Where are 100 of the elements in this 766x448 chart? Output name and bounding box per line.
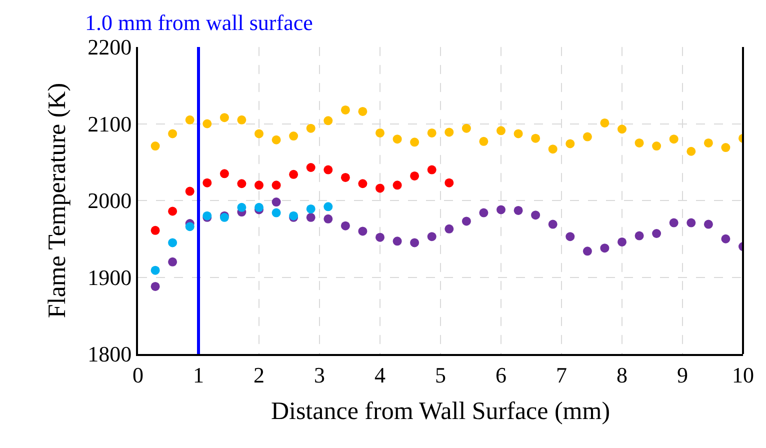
- point: [185, 115, 194, 124]
- point: [618, 237, 626, 246]
- point: [721, 143, 730, 152]
- point: [306, 124, 316, 133]
- point: [392, 180, 402, 190]
- point: [254, 180, 264, 190]
- point: [376, 128, 384, 138]
- point: [531, 210, 540, 220]
- x-tick-label: 4: [374, 362, 386, 388]
- point: [618, 124, 626, 134]
- x-tick-label: 9: [677, 362, 688, 388]
- point: [150, 142, 160, 151]
- point: [444, 224, 454, 234]
- point: [600, 118, 610, 128]
- point: [479, 208, 488, 218]
- point: [410, 238, 420, 248]
- x-axis-title: Distance from Wall Surface (mm): [270, 398, 610, 425]
- point: [168, 129, 178, 138]
- point: [324, 165, 333, 174]
- point: [185, 186, 194, 196]
- point: [150, 266, 160, 275]
- point: [496, 205, 506, 214]
- x-tick-label: 10: [732, 362, 754, 388]
- point: [254, 202, 264, 212]
- x-tick-label: 3: [314, 362, 325, 388]
- point: [202, 119, 212, 128]
- point: [686, 146, 696, 156]
- point: [340, 221, 350, 230]
- point: [600, 244, 610, 253]
- point: [306, 163, 316, 172]
- point: [306, 204, 316, 214]
- x-tick-label: 5: [435, 362, 446, 388]
- y-tick-label: 1900: [88, 264, 132, 290]
- point: [462, 216, 471, 226]
- point: [168, 238, 178, 248]
- point: [566, 232, 575, 242]
- y-tick-label: 2200: [88, 34, 132, 60]
- y-axis-title: Flame Temperature (K): [44, 82, 71, 318]
- point: [237, 115, 246, 124]
- point: [686, 218, 696, 228]
- y-tick-label: 1800: [88, 342, 132, 367]
- point: [444, 128, 454, 137]
- point: [358, 179, 368, 188]
- point: [427, 232, 436, 242]
- point: [652, 142, 662, 151]
- point: [496, 126, 506, 136]
- point: [669, 218, 678, 228]
- point: [444, 178, 454, 188]
- point: [462, 124, 471, 133]
- x-tick-label: 7: [556, 362, 567, 388]
- point: [185, 222, 194, 232]
- point: [272, 180, 281, 190]
- point: [634, 138, 644, 148]
- point: [392, 134, 402, 144]
- y-tick-label: 2100: [88, 111, 132, 136]
- point: [289, 170, 298, 179]
- point: [168, 257, 178, 266]
- x-tick-label: 1: [193, 362, 204, 388]
- x-tick-label: 0: [132, 362, 144, 388]
- point: [427, 165, 436, 174]
- point: [514, 206, 523, 215]
- point: [254, 129, 264, 138]
- point: [237, 202, 246, 212]
- point: [237, 179, 246, 188]
- y-tick-label: 2000: [88, 188, 132, 214]
- point: [479, 136, 488, 146]
- point: [272, 198, 281, 207]
- x-tick-label: 8: [616, 362, 628, 388]
- point: [272, 135, 281, 144]
- point: [220, 169, 229, 178]
- point: [721, 234, 730, 244]
- point: [220, 113, 229, 122]
- point: [634, 231, 644, 240]
- point: [704, 138, 713, 148]
- point: [669, 134, 678, 144]
- point: [358, 226, 368, 236]
- point: [272, 208, 281, 218]
- point: [548, 144, 558, 154]
- point: [150, 226, 160, 235]
- point: [427, 128, 436, 138]
- point: [704, 220, 713, 229]
- point: [150, 282, 160, 291]
- point: [358, 106, 368, 116]
- point: [376, 232, 384, 242]
- point: [392, 236, 402, 246]
- x-tick-label: 2: [254, 362, 264, 388]
- point: [202, 178, 212, 188]
- point: [410, 171, 420, 180]
- point: [531, 134, 540, 143]
- point: [514, 129, 523, 138]
- point: [324, 202, 333, 212]
- ref-line-label: 1.0 mm from wall surface: [85, 10, 313, 35]
- point: [168, 206, 178, 216]
- x-tick-label: 6: [496, 362, 506, 388]
- point: [324, 116, 333, 126]
- point: [652, 229, 662, 238]
- point: [376, 184, 384, 193]
- point: [340, 105, 350, 114]
- point: [582, 246, 592, 256]
- point: [548, 220, 558, 229]
